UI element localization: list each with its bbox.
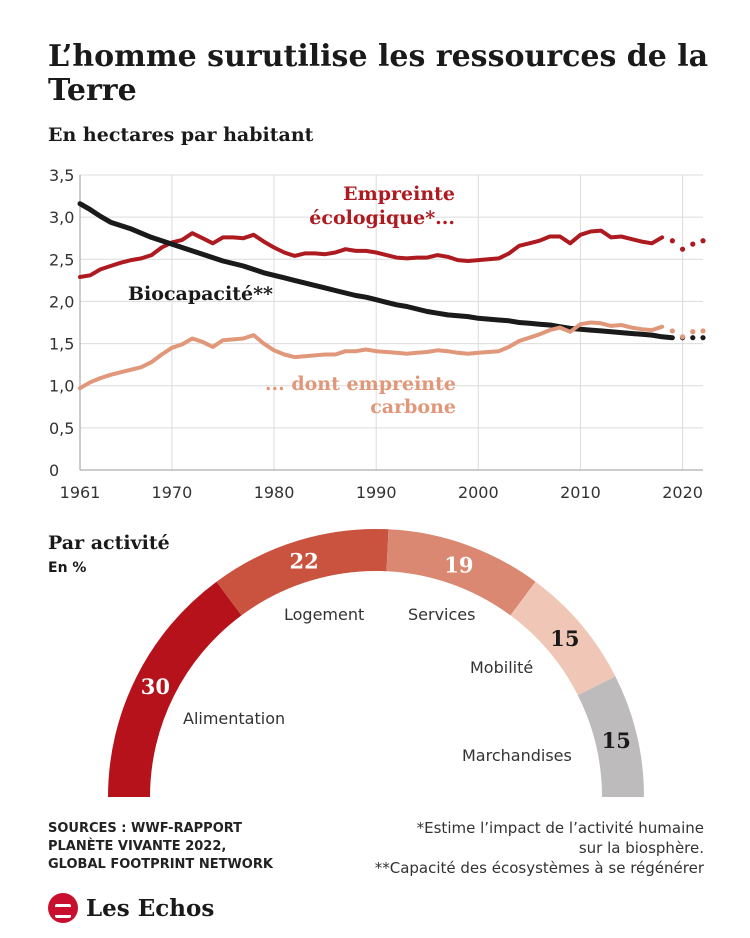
donut-slice-alimentation xyxy=(108,581,242,797)
series-label-carbone: ... dont empreinte xyxy=(265,373,456,395)
x-tick-label: 1961 xyxy=(60,483,101,502)
footnote-line-3: **Capacité des écosystèmes à se régénére… xyxy=(374,859,704,877)
series-label-carbone: carbone xyxy=(370,396,456,418)
donut-slices xyxy=(108,529,644,797)
projection-point-carbone xyxy=(679,334,686,340)
axis-ticks: 0 0,5 1,0 1,5 2,0 2,5 3,0 3,5 1961 1970 1980 1990 20… xyxy=(49,166,703,502)
sources-note: SOURCES : WWF-RAPPORT PLANÈTE VIVANTE 20… xyxy=(48,820,273,874)
donut-value-logement: 22 xyxy=(289,549,318,574)
x-tick-label: 2010 xyxy=(560,483,601,502)
projection-point-empreinte xyxy=(679,246,686,252)
projection-point-empreinte xyxy=(690,241,696,247)
y-tick-label: 2,5 xyxy=(49,250,74,269)
donut-category-mobilite: Mobilité xyxy=(470,658,533,677)
donut-slice-mobilite xyxy=(510,581,616,696)
activity-subtitle: En % xyxy=(48,560,87,576)
projection-point-biocapacite xyxy=(690,335,696,341)
donut-slice-logement xyxy=(216,529,389,616)
chart-subtitle: En hectares par habitant xyxy=(48,124,314,146)
series-line-empreinte xyxy=(78,228,665,279)
brand-name: Les Echos xyxy=(86,894,215,922)
y-tick-label: 2,0 xyxy=(49,292,74,311)
donut-category-alimentation: Alimentation xyxy=(183,709,285,728)
lesechos-logo-icon xyxy=(48,893,78,923)
projection-point-empreinte xyxy=(669,238,675,244)
donut-category-logement: Logement xyxy=(284,605,364,624)
sources-line-1: SOURCES : WWF-RAPPORT xyxy=(48,821,243,836)
donut-value-mobilite: 15 xyxy=(550,626,579,651)
donut-slice-services xyxy=(386,529,536,616)
activity-title: Par activité xyxy=(48,532,170,554)
donut-value-marchandises: 15 xyxy=(602,728,631,753)
brand-logo: Les Echos xyxy=(48,892,214,924)
donut-value-services: 19 xyxy=(444,552,473,577)
donut-category-services: Services xyxy=(408,605,475,624)
x-tick-label: 2000 xyxy=(458,483,499,502)
series-label-biocapacite: Biocapacité** xyxy=(128,283,273,305)
y-tick-label: 3,5 xyxy=(49,166,74,185)
page-title: L’homme surutilise les ressources de la … xyxy=(48,39,709,108)
y-tick-label: 0 xyxy=(49,461,59,480)
line-chart: 0 0,5 1,0 1,5 2,0 2,5 3,0 3,5 1961 1970 1980 1990 20… xyxy=(49,166,706,502)
x-tick-label: 1980 xyxy=(254,483,295,502)
projection-point-carbone xyxy=(690,329,696,335)
projection-point-biocapacite xyxy=(700,335,706,341)
footnote-line-2: sur la biosphère. xyxy=(578,839,704,857)
x-tick-label: 2020 xyxy=(662,483,703,502)
x-tick-label: 1970 xyxy=(152,483,193,502)
y-tick-label: 0,5 xyxy=(49,419,74,438)
x-tick-label: 1990 xyxy=(356,483,397,502)
donut-slice-marchandises xyxy=(577,676,644,797)
y-tick-label: 3,0 xyxy=(49,208,74,227)
donut-value-alimentation: 30 xyxy=(141,674,170,699)
projection-point-carbone xyxy=(669,328,675,334)
donut-category-marchandises: Marchandises xyxy=(462,746,572,765)
projection-point-carbone xyxy=(700,328,706,334)
y-tick-label: 1,5 xyxy=(49,335,74,354)
projection-point-empreinte xyxy=(700,238,706,244)
chart-grid xyxy=(79,174,703,471)
footnotes: *Estime l’impact de l’activité humaine s… xyxy=(375,818,704,878)
y-tick-label: 1,0 xyxy=(49,377,74,396)
series-label-empreinte: Empreinte xyxy=(343,183,455,205)
series-label-empreinte: écologique*... xyxy=(309,207,455,229)
series-line-carbone xyxy=(78,320,665,391)
donut-labels: 30 Alimentation 22 Logement 19 Services 15 Mobi… xyxy=(141,549,631,765)
footnote-line-1: *Estime l’impact de l’activité humaine xyxy=(416,819,704,837)
sources-line-2: PLANÈTE VIVANTE 2022, xyxy=(48,839,227,854)
sources-line-3: GLOBAL FOOTPRINT NETWORK xyxy=(48,857,273,872)
series-lines xyxy=(77,201,706,391)
